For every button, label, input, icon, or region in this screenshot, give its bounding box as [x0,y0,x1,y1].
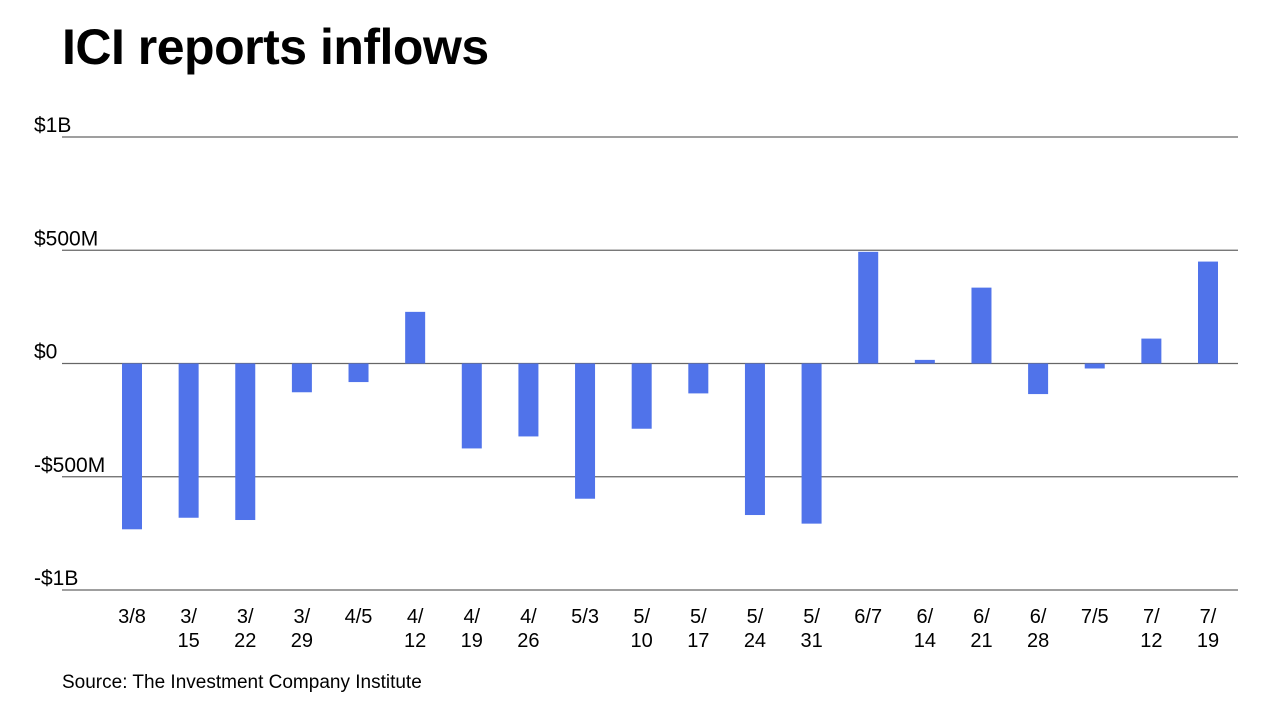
x-tick-label: 19 [461,630,483,652]
x-tick-label: 6/ [1030,606,1047,628]
x-tick-label: 4/5 [345,606,373,628]
x-tick-label: 21 [970,630,992,652]
x-tick-label: 12 [1140,630,1162,652]
chart-title: ICI reports inflows [62,19,489,75]
x-tick-label: 3/ [237,606,254,628]
x-tick-label: 6/7 [854,606,882,628]
bar [688,363,709,394]
bar [348,363,369,383]
bar [518,363,539,437]
y-tick-label: $1B [34,114,71,137]
bar [858,251,879,364]
bar [1141,338,1162,364]
x-tick-label: 19 [1197,630,1219,652]
bar [178,363,199,518]
bar [971,287,992,364]
x-tick-label: 6/ [973,606,990,628]
bar [744,363,765,516]
x-tick-label: 3/ [294,606,311,628]
x-tick-label: 5/ [747,606,764,628]
y-tick-label: $0 [34,341,57,364]
bar [461,363,482,449]
bar [1084,363,1105,369]
x-tick-label: 5/3 [571,606,599,628]
x-tick-label: 24 [744,630,766,652]
x-tick-label: 6/ [916,606,933,628]
bar [1028,363,1049,395]
x-tick-label: 15 [178,630,200,652]
x-tick-label: 5/ [633,606,650,628]
bar [575,363,596,499]
x-tick-label: 10 [631,630,653,652]
bar [405,311,426,364]
x-tick-label: 5/ [803,606,820,628]
x-tick-label: 4/ [463,606,480,628]
x-tick-label: 7/ [1200,606,1217,628]
x-tick-label: 4/ [407,606,424,628]
x-tick-label: 22 [234,630,256,652]
bar [122,363,142,530]
x-tick-label: 7/5 [1081,606,1109,628]
bar [291,363,312,393]
x-tick-label: 4/ [520,606,537,628]
y-tick-label: -$1B [34,567,78,590]
x-tick-label: 26 [517,630,539,652]
y-tick-label: $500M [34,227,98,250]
x-tick-label: 14 [914,630,936,652]
x-tick-label: 12 [404,630,426,652]
bar [631,363,652,429]
bar [914,359,935,364]
bar [801,363,822,524]
x-tick-label: 5/ [690,606,707,628]
x-tick-label: 3/ [180,606,197,628]
x-tick-label: 28 [1027,630,1049,652]
bar [235,363,256,521]
x-tick-label: 3/8 [118,606,146,628]
bar [1198,261,1218,364]
y-tick-label: -$500M [34,454,105,477]
x-tick-label: 17 [687,630,709,652]
x-tick-label: 31 [800,630,822,652]
x-tick-label: 7/ [1143,606,1160,628]
x-tick-label: 29 [291,630,313,652]
source-note: Source: The Investment Company Institute [62,672,422,693]
